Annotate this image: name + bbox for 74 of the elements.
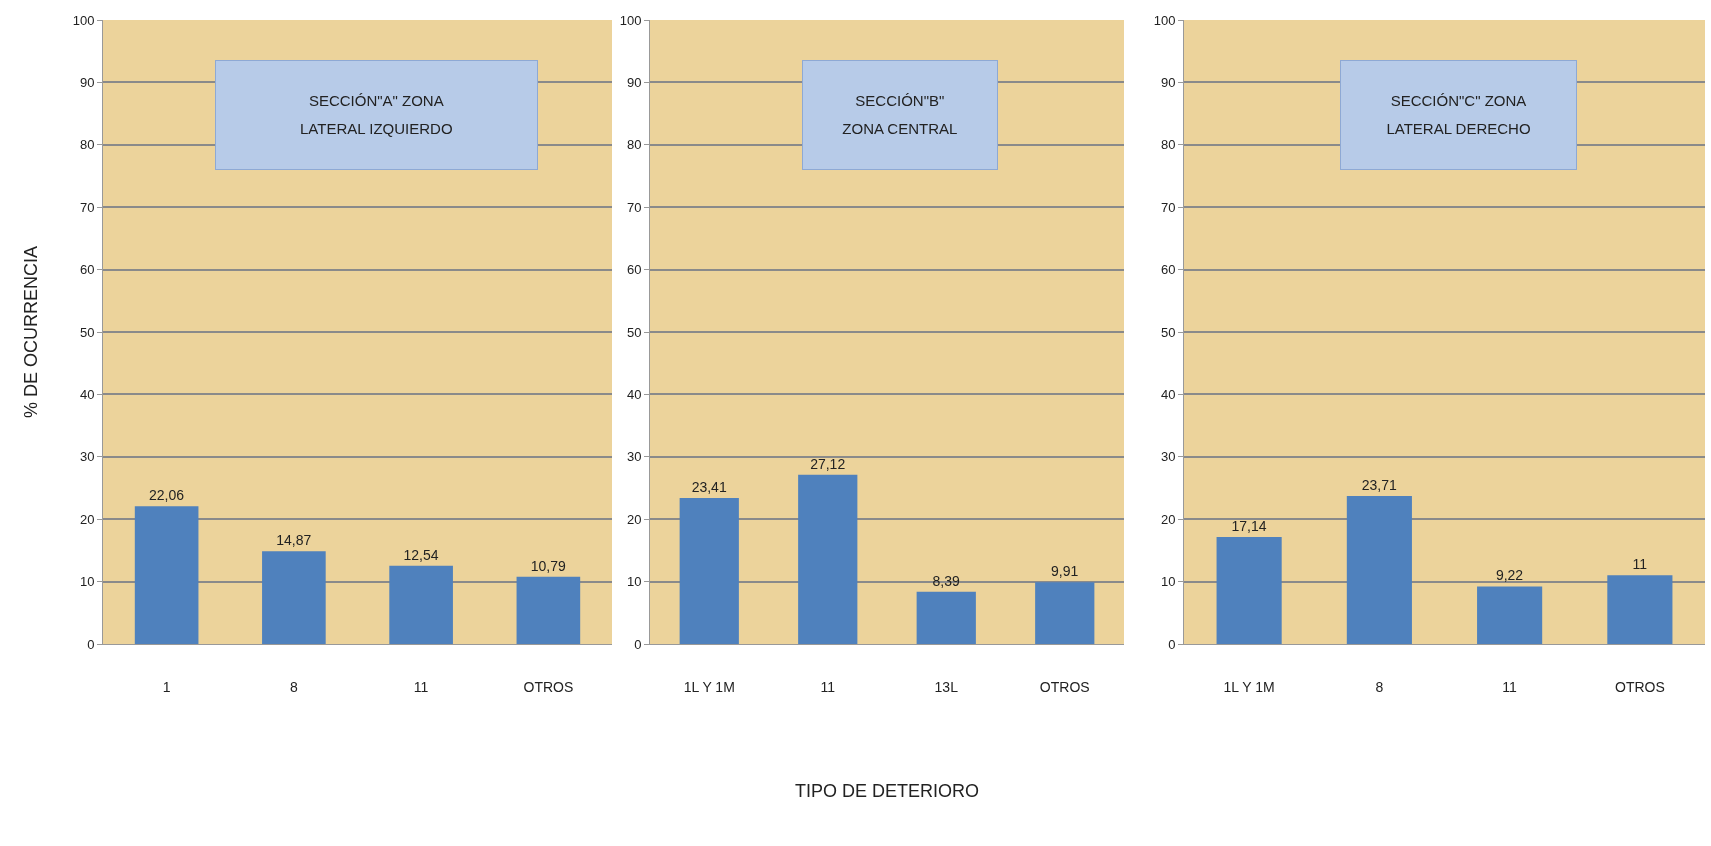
x-tick-label: 1L Y 1M bbox=[683, 678, 735, 695]
x-tick-label: 13L bbox=[934, 678, 959, 695]
data-label: 9,22 bbox=[1495, 567, 1524, 584]
y-tick-label: 90 bbox=[1160, 74, 1176, 90]
x-tick-label: 1 bbox=[162, 678, 171, 695]
bar bbox=[1346, 496, 1412, 644]
y-tick-label: 100 bbox=[1153, 12, 1176, 28]
y-tick-label: 60 bbox=[626, 262, 642, 278]
y-tick-label: 70 bbox=[626, 199, 642, 215]
x-tick-label: 8 bbox=[1375, 678, 1384, 695]
y-tick-label: 80 bbox=[626, 137, 642, 153]
data-label: 11 bbox=[1632, 556, 1648, 573]
data-label: 17,14 bbox=[1231, 518, 1267, 535]
data-label: 14,87 bbox=[276, 532, 312, 549]
bar bbox=[1477, 586, 1543, 644]
y-axis-title: % DE OCURRENCIA bbox=[20, 245, 41, 419]
y-tick-label: 30 bbox=[1160, 449, 1176, 465]
y-tick-label: 60 bbox=[79, 262, 95, 278]
bar bbox=[1216, 537, 1282, 644]
y-tick-label: 20 bbox=[79, 511, 95, 527]
title-box: SECCIÓN"A" ZONA LATERAL IZQUIERDO bbox=[214, 60, 538, 170]
y-tick-label: 20 bbox=[626, 511, 642, 527]
y-tick-label: 20 bbox=[1160, 511, 1176, 527]
bar bbox=[798, 474, 858, 644]
y-tick-label: 30 bbox=[626, 449, 642, 465]
y-tick-label: 40 bbox=[626, 386, 642, 402]
y-tick-label: 50 bbox=[79, 324, 95, 340]
y-tick-label: 10 bbox=[79, 574, 95, 590]
x-tick-label: 11 bbox=[820, 678, 836, 695]
data-label: 23,71 bbox=[1361, 477, 1397, 494]
data-label: 22,06 bbox=[149, 487, 185, 504]
data-label: 23,41 bbox=[691, 478, 727, 495]
y-tick-label: 80 bbox=[79, 137, 95, 153]
y-tick-label: 50 bbox=[1160, 324, 1176, 340]
x-tick-label: OTROS bbox=[523, 678, 574, 695]
bar bbox=[389, 565, 453, 644]
y-tick-label: 60 bbox=[1160, 262, 1176, 278]
x-tick-label: 11 bbox=[1502, 678, 1518, 695]
bar bbox=[679, 497, 739, 644]
data-label: 10,79 bbox=[530, 557, 566, 574]
y-tick-label: 90 bbox=[79, 74, 95, 90]
y-tick-label: 10 bbox=[1160, 574, 1176, 590]
data-label: 9,91 bbox=[1051, 563, 1079, 580]
y-tick-label: 100 bbox=[619, 12, 642, 28]
y-tick-label: 70 bbox=[79, 199, 95, 215]
bar bbox=[1035, 582, 1095, 644]
data-label: 27,12 bbox=[810, 455, 846, 472]
y-tick-label: 10 bbox=[626, 574, 642, 590]
y-tick-label: 50 bbox=[626, 324, 642, 340]
bar bbox=[916, 591, 976, 644]
title-box: SECCIÓN"C" ZONA LATERAL DERECHO bbox=[1340, 60, 1577, 170]
y-tick-label: 0 bbox=[87, 636, 95, 652]
data-label: 12,54 bbox=[403, 546, 439, 563]
y-tick-label: 40 bbox=[1160, 386, 1176, 402]
y-tick-label: 30 bbox=[79, 449, 95, 465]
y-tick-label: 80 bbox=[1160, 137, 1176, 153]
x-tick-label: 8 bbox=[289, 678, 298, 695]
x-tick-label: 11 bbox=[413, 678, 429, 695]
y-tick-label: 90 bbox=[626, 74, 642, 90]
y-tick-label: 0 bbox=[634, 636, 642, 652]
title-box: SECCIÓN"B" ZONA CENTRAL bbox=[801, 60, 998, 170]
x-tick-label: 1L Y 1M bbox=[1223, 678, 1275, 695]
y-tick-label: 0 bbox=[1168, 636, 1176, 652]
bar bbox=[262, 551, 326, 644]
y-tick-label: 40 bbox=[79, 386, 95, 402]
bar bbox=[1607, 575, 1673, 644]
x-tick-label: OTROS bbox=[1039, 678, 1090, 695]
bar bbox=[134, 506, 199, 644]
bar bbox=[516, 576, 581, 644]
y-tick-label: 70 bbox=[1160, 199, 1176, 215]
x-tick-label: OTROS bbox=[1614, 678, 1665, 695]
y-tick-label: 100 bbox=[72, 12, 95, 28]
x-axis-title: TIPO DE DETERIORO bbox=[794, 780, 980, 801]
data-label: 8,39 bbox=[932, 572, 960, 589]
